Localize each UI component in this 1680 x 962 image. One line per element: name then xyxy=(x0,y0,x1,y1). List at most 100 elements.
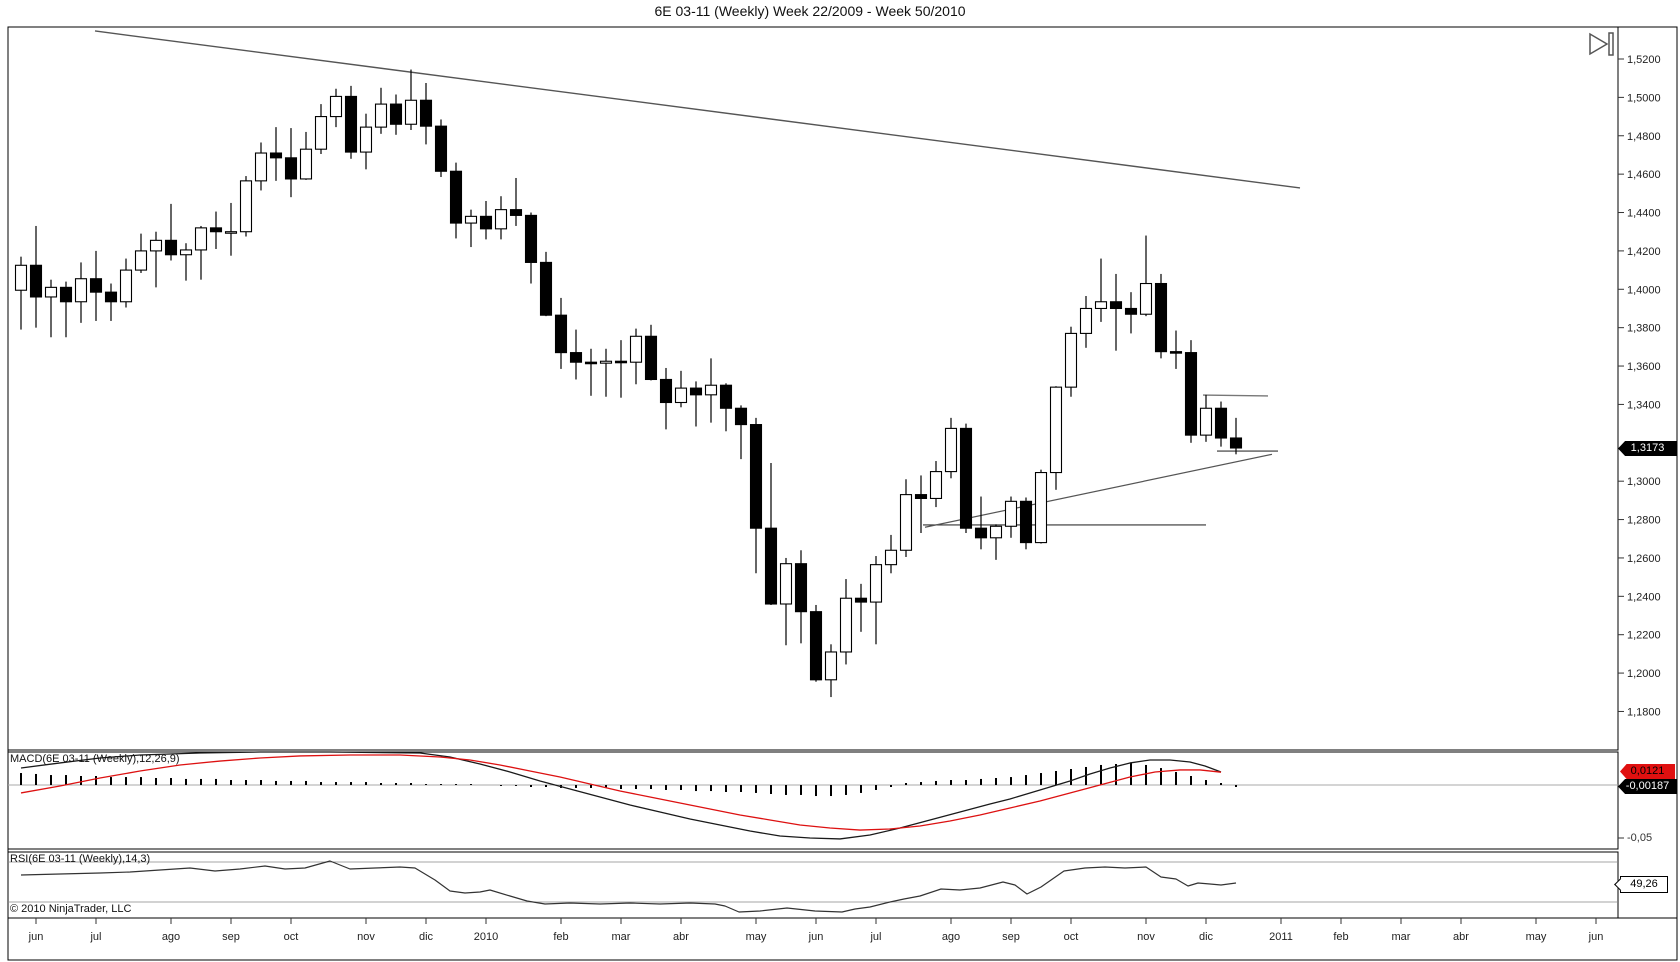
svg-text:mar: mar xyxy=(612,931,631,943)
svg-text:1,4400: 1,4400 xyxy=(1627,208,1661,220)
svg-text:1,5200: 1,5200 xyxy=(1627,54,1661,66)
candle-77 xyxy=(1169,330,1183,369)
svg-text:1,4200: 1,4200 xyxy=(1627,246,1661,258)
svg-text:nov: nov xyxy=(1137,931,1155,943)
candle-42 xyxy=(644,324,658,381)
candle-10 xyxy=(164,203,178,261)
svg-text:1,1800: 1,1800 xyxy=(1627,706,1661,718)
candle-3 xyxy=(59,281,73,338)
candle-66 xyxy=(1004,496,1018,538)
candle-14 xyxy=(224,202,238,256)
candle-73 xyxy=(1109,273,1123,351)
candle-41 xyxy=(629,328,643,385)
svg-text:jun: jun xyxy=(808,931,824,943)
candle-52 xyxy=(794,550,808,644)
svg-text:sep: sep xyxy=(1002,931,1020,943)
candle-71 xyxy=(1079,295,1093,348)
svg-text:jun: jun xyxy=(1588,931,1604,943)
svg-text:jun: jun xyxy=(28,931,44,943)
candle-64 xyxy=(974,496,988,550)
svg-text:1,3000: 1,3000 xyxy=(1627,476,1661,488)
candle-28 xyxy=(434,119,448,178)
candle-44 xyxy=(674,370,688,408)
candle-26 xyxy=(404,69,418,131)
candle-20 xyxy=(314,104,328,154)
svg-text:jul: jul xyxy=(869,931,881,943)
candle-5 xyxy=(89,250,103,321)
macd-value-badge: 0,0121 xyxy=(1620,764,1675,779)
candle-55 xyxy=(839,579,853,665)
svg-text:2011: 2011 xyxy=(1269,931,1293,943)
candle-16 xyxy=(254,142,268,191)
svg-text:1,2000: 1,2000 xyxy=(1627,668,1661,680)
candle-35 xyxy=(539,251,553,317)
svg-text:1,2400: 1,2400 xyxy=(1627,591,1661,603)
svg-text:oct: oct xyxy=(284,931,299,943)
svg-text:oct: oct xyxy=(1064,931,1079,943)
candle-36 xyxy=(554,297,568,369)
rsi-value-badge: 49,26 xyxy=(1620,876,1668,893)
candle-27 xyxy=(419,82,433,145)
candle-24 xyxy=(374,87,388,134)
svg-text:1,4600: 1,4600 xyxy=(1627,169,1661,181)
candle-65 xyxy=(989,524,1003,560)
candle-34 xyxy=(524,212,538,284)
candle-38 xyxy=(584,348,598,396)
candle-32 xyxy=(494,196,508,240)
candle-30 xyxy=(464,209,478,248)
svg-text:dic: dic xyxy=(419,931,434,943)
candle-79 xyxy=(1199,394,1213,442)
svg-text:ago: ago xyxy=(942,931,960,943)
candle-76 xyxy=(1154,273,1168,359)
candle-6 xyxy=(104,283,118,321)
candle-53 xyxy=(809,604,823,682)
candle-21 xyxy=(329,88,343,128)
candle-17 xyxy=(269,127,283,181)
candle-33 xyxy=(509,177,523,226)
candle-47 xyxy=(719,383,733,432)
svg-text:nov: nov xyxy=(357,931,375,943)
candle-80 xyxy=(1214,401,1228,447)
rsi-panel xyxy=(8,860,1618,913)
svg-text:1,5000: 1,5000 xyxy=(1627,92,1661,104)
candle-1 xyxy=(29,225,43,328)
candle-78 xyxy=(1184,340,1198,443)
skip-to-end-icon[interactable] xyxy=(1589,32,1614,56)
candle-12 xyxy=(194,225,208,280)
candles[interactable] xyxy=(14,69,1243,698)
candle-58 xyxy=(884,534,898,574)
candle-37 xyxy=(569,329,583,380)
candle-9 xyxy=(149,231,163,288)
candle-15 xyxy=(239,176,253,237)
svg-text:abr: abr xyxy=(1453,931,1469,943)
svg-text:mar: mar xyxy=(1392,931,1411,943)
svg-text:ago: ago xyxy=(162,931,180,943)
macd-indicator-label: MACD(6E 03-11 (Weekly),12,26,9) xyxy=(10,753,180,765)
candle-40 xyxy=(614,340,628,398)
candle-7 xyxy=(119,258,133,308)
svg-text:sep: sep xyxy=(222,931,240,943)
candle-60 xyxy=(914,475,928,533)
candle-25 xyxy=(389,94,403,135)
candle-31 xyxy=(479,201,493,240)
svg-text:abr: abr xyxy=(673,931,689,943)
svg-text:1,3600: 1,3600 xyxy=(1627,361,1661,373)
panel-frames xyxy=(7,26,1678,961)
svg-text:1,3800: 1,3800 xyxy=(1627,323,1661,335)
candle-54 xyxy=(824,644,838,698)
candle-70 xyxy=(1064,326,1078,397)
svg-text:may: may xyxy=(1526,931,1547,943)
candle-72 xyxy=(1094,258,1108,322)
candle-22 xyxy=(344,85,358,159)
macd-panel xyxy=(8,751,1618,840)
macd-axis-tick-label: -0,05 xyxy=(1627,832,1653,844)
copyright-text: © 2010 NinjaTrader, LLC xyxy=(10,903,132,915)
candle-11 xyxy=(179,243,193,281)
rsi-indicator-label: RSI(6E 03-11 (Weekly),14,3) xyxy=(10,853,151,865)
candle-29 xyxy=(449,162,463,239)
svg-text:1,2800: 1,2800 xyxy=(1627,515,1661,527)
month-axis: jun jul ago sep oct nov dic 2010 feb mar abr may jun… xyxy=(28,918,1604,943)
svg-text:1,2200: 1,2200 xyxy=(1627,630,1661,642)
